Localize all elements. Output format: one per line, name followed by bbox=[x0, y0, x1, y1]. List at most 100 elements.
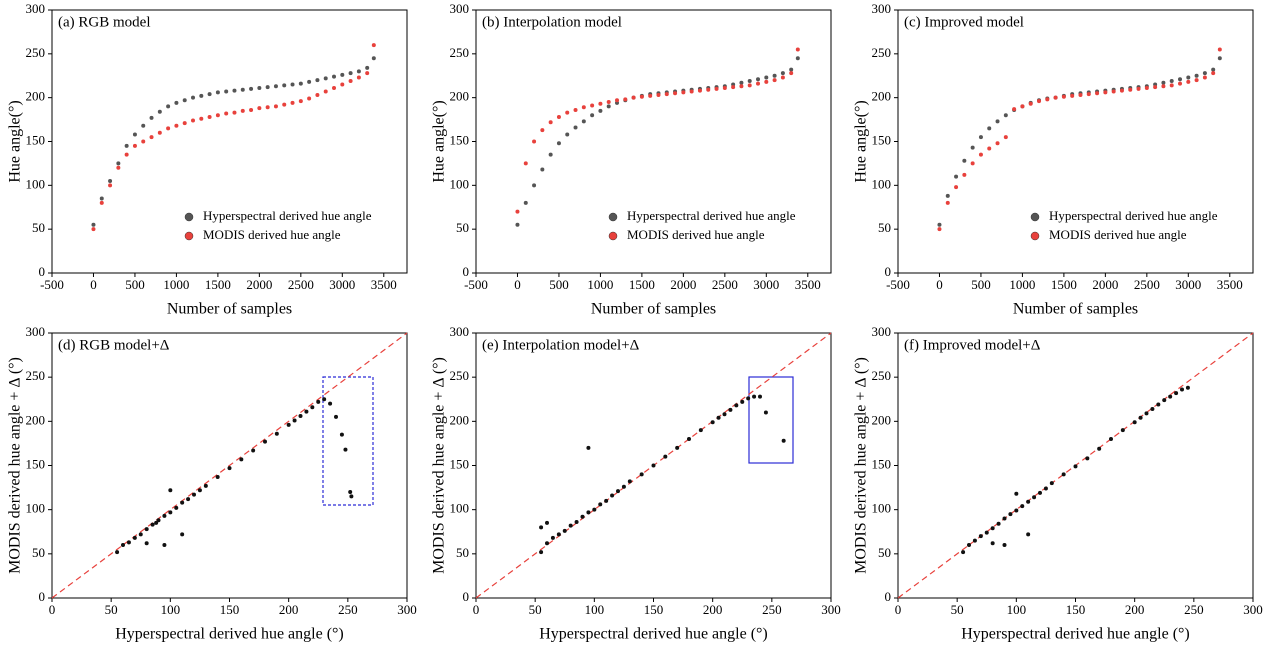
x-tick-label: 100 bbox=[585, 602, 605, 617]
data-point bbox=[1174, 391, 1179, 396]
y-tick-label: 150 bbox=[872, 132, 892, 147]
x-axis-label: Number of samples bbox=[591, 301, 716, 318]
data-point bbox=[1178, 77, 1183, 82]
data-point bbox=[191, 118, 196, 123]
data-point bbox=[150, 522, 155, 527]
data-point bbox=[1028, 101, 1033, 106]
data-point bbox=[610, 493, 615, 498]
data-point bbox=[1194, 73, 1199, 78]
data-point bbox=[207, 114, 212, 119]
data-point bbox=[664, 92, 669, 97]
data-point bbox=[1038, 490, 1042, 495]
data-point bbox=[1186, 79, 1191, 84]
y-tick-label: 200 bbox=[872, 89, 892, 104]
y-tick-label: 300 bbox=[872, 1, 892, 16]
data-point bbox=[166, 104, 171, 109]
data-point bbox=[639, 472, 644, 477]
data-point bbox=[1095, 91, 1100, 96]
x-tick-label: 1000 bbox=[163, 277, 189, 292]
data-point bbox=[141, 123, 146, 128]
data-point bbox=[168, 488, 173, 493]
data-point bbox=[215, 113, 220, 118]
data-point bbox=[180, 532, 185, 537]
x-tick-label: 0 bbox=[473, 602, 480, 617]
data-point bbox=[157, 130, 162, 135]
data-point bbox=[149, 115, 154, 120]
y-tick-label: 200 bbox=[872, 412, 892, 427]
y-tick-label: 250 bbox=[26, 368, 46, 383]
x-axis-label: Number of samples bbox=[1013, 301, 1138, 318]
data-point bbox=[232, 88, 237, 93]
y-tick-label: 50 bbox=[878, 220, 891, 235]
data-point bbox=[251, 448, 256, 453]
data-point bbox=[282, 102, 287, 107]
panel-title: (e) Interpolation model+Δ bbox=[482, 337, 640, 353]
data-point bbox=[224, 111, 229, 116]
y-tick-label: 200 bbox=[450, 89, 470, 104]
data-point bbox=[763, 410, 768, 415]
data-point bbox=[978, 534, 983, 539]
y-tick-label: 0 bbox=[885, 264, 892, 279]
data-point bbox=[307, 96, 312, 101]
data-point bbox=[332, 74, 337, 79]
data-point bbox=[987, 126, 992, 131]
y-tick-label: 150 bbox=[872, 456, 892, 471]
reference-line bbox=[51, 332, 408, 599]
y-axis-label: Hue angle(°) bbox=[431, 100, 448, 182]
data-point bbox=[1186, 75, 1191, 80]
data-point bbox=[722, 412, 727, 417]
data-point bbox=[747, 83, 752, 88]
y-tick-label: 300 bbox=[26, 1, 46, 16]
y-tick-label: 50 bbox=[32, 545, 45, 560]
x-tick-label: 100 bbox=[1007, 602, 1027, 617]
legend-marker bbox=[608, 231, 618, 241]
x-tick-label: 0 bbox=[514, 277, 521, 292]
x-tick-label: 2000 bbox=[1092, 277, 1118, 292]
data-point bbox=[539, 525, 544, 530]
data-point bbox=[945, 200, 950, 205]
data-point bbox=[532, 183, 537, 188]
data-point bbox=[132, 132, 137, 137]
data-point bbox=[706, 87, 711, 92]
data-point bbox=[772, 78, 777, 83]
data-point bbox=[681, 90, 686, 95]
y-tick-label: 150 bbox=[26, 132, 46, 147]
data-point bbox=[340, 82, 345, 87]
data-point bbox=[739, 84, 744, 89]
data-point bbox=[598, 502, 603, 507]
x-tick-label: 500 bbox=[549, 277, 569, 292]
y-tick-label: 50 bbox=[878, 545, 891, 560]
data-point bbox=[970, 145, 975, 150]
data-point bbox=[1053, 95, 1058, 100]
data-point bbox=[334, 414, 338, 419]
y-tick-label: 150 bbox=[26, 456, 46, 471]
x-tick-label: 2500 bbox=[1134, 277, 1160, 292]
highlight-box bbox=[322, 376, 374, 506]
y-axis-label: Hue angle(°) bbox=[7, 100, 24, 182]
data-point bbox=[598, 101, 603, 106]
x-tick-label: 1000 bbox=[587, 277, 613, 292]
data-point bbox=[1020, 104, 1025, 109]
data-point bbox=[731, 85, 736, 90]
x-tick-label: 250 bbox=[762, 602, 782, 617]
data-point bbox=[124, 143, 129, 148]
data-point bbox=[323, 76, 328, 81]
data-point bbox=[752, 394, 757, 399]
data-point bbox=[789, 71, 794, 76]
data-point bbox=[586, 445, 591, 450]
data-point bbox=[663, 454, 668, 459]
data-point bbox=[174, 100, 179, 105]
data-point bbox=[1043, 486, 1048, 491]
data-point bbox=[1086, 92, 1091, 97]
data-point bbox=[648, 93, 653, 98]
panel-title: (f) Improved model+Δ bbox=[904, 337, 1041, 353]
y-tick-label: 50 bbox=[32, 220, 45, 235]
data-point bbox=[1002, 516, 1007, 521]
data-point bbox=[995, 119, 1000, 124]
y-tick-label: 150 bbox=[450, 456, 470, 471]
data-point bbox=[1161, 80, 1166, 85]
y-tick-label: 150 bbox=[450, 132, 470, 147]
data-point bbox=[203, 483, 208, 488]
data-point bbox=[273, 84, 278, 89]
data-point bbox=[548, 120, 553, 125]
